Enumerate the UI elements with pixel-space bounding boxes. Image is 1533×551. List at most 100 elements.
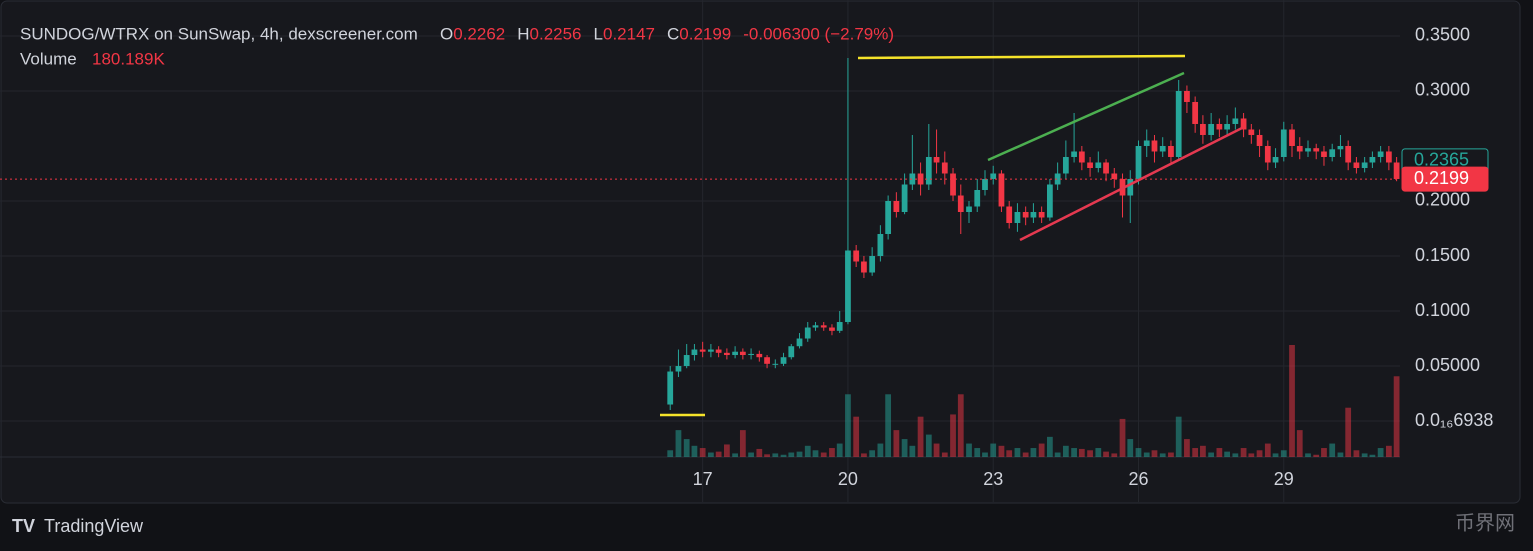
volume-bar [1216,448,1223,457]
volume-bar [885,394,892,457]
volume-bar [1184,439,1190,457]
volume-bar [1135,448,1142,457]
x-tick-label: 17 [693,469,713,489]
candle-body [893,200,900,212]
candle-body [699,349,706,352]
candle-body [1280,129,1287,157]
volume-bar [1119,418,1126,457]
ohlc-key: O [440,24,453,43]
volume-bar [1232,453,1239,457]
y-tick-label: 0.0₁₆6938 [1415,410,1493,430]
volume-bar [796,451,803,457]
volume-bar [1224,451,1230,457]
volume-bar [1256,450,1263,457]
x-tick-label: 29 [1274,469,1294,489]
candle-body [1296,145,1303,152]
candle-body [1224,123,1230,130]
ohlc-key: C [667,24,679,43]
candle-body [1022,211,1029,218]
volume-label: Volume [20,49,77,68]
candle-body [675,366,682,372]
candle-body [739,351,746,356]
candle-body [1030,211,1037,218]
volume-bar [699,448,706,457]
volume-bar [1385,445,1392,457]
volume-bar [1264,443,1271,457]
candle-body [982,178,988,190]
candle-body [748,353,754,356]
volume-bar [1111,453,1118,457]
candle-body [1313,148,1320,152]
volume-bar [998,445,1005,457]
candle-body [853,250,860,262]
volume-bar [756,448,763,457]
volume-bar [853,416,860,457]
volume-bar [1014,448,1021,457]
volume-bar [966,443,972,457]
volume-bar [780,454,787,457]
y-tick-label: 0.1500 [1415,245,1470,265]
candle-body [829,327,835,331]
candle-body [1393,162,1400,179]
candle-body [1135,145,1142,179]
candle-body [780,357,787,364]
volume-bar [990,443,997,457]
candle-body [1208,123,1215,135]
candle-body [820,325,827,328]
volume-bar [1168,452,1174,457]
grid [0,0,1400,502]
candle-body [990,173,997,179]
y-tick-label: 0.3500 [1415,25,1470,45]
volume-bar [925,434,932,457]
volume-bar [1071,448,1077,457]
candle-body [1151,140,1158,152]
volume-bar [1289,345,1295,457]
candle-body [1321,151,1327,157]
volume-bar [836,443,843,457]
x-tick-label: 23 [983,469,1003,489]
candle-body [1216,123,1223,130]
volume-bar [982,452,988,457]
volume-bar [893,430,900,457]
watermark: 币界网 [1455,511,1515,534]
channel-top [987,71,1185,162]
volume-bar [845,394,851,457]
volume-bar [1175,416,1182,457]
volume-bar [675,430,682,457]
volume-bar [1127,439,1134,457]
ohlc-value: 0.2256 [530,24,582,43]
candle-body [869,256,876,273]
candle-body [708,349,714,352]
volume-bar [812,450,819,457]
volume-layer [667,345,1400,457]
volume-bar [1240,448,1247,457]
candle-body [804,327,811,339]
volume-bar [1006,450,1013,457]
candle-body [966,206,972,212]
candle-body [1369,156,1376,163]
candle-body [788,346,795,358]
volume-bar [1192,448,1199,457]
candle-body [772,363,779,365]
volume-bar [788,452,795,457]
candle-body [1232,118,1239,124]
ohlc-value: 0.2199 [679,24,731,43]
candle-body [1345,145,1352,163]
volume-bar [933,443,940,457]
volume-bar [1087,450,1093,457]
candle-body [1264,145,1271,163]
volume-bar [877,443,884,457]
volume-bar [909,445,916,457]
y-tick-label: 0.3000 [1415,80,1470,100]
volume-bar [708,452,714,457]
candle-body [1385,151,1392,163]
volume-bar [950,414,956,457]
volume-bar [957,394,964,457]
volume-value: 180.189K [92,49,165,68]
candle-body [1046,184,1053,218]
candle-body [957,195,964,212]
candle-body [1289,129,1295,146]
candle-body [1337,145,1344,150]
volume-bar [829,448,835,457]
